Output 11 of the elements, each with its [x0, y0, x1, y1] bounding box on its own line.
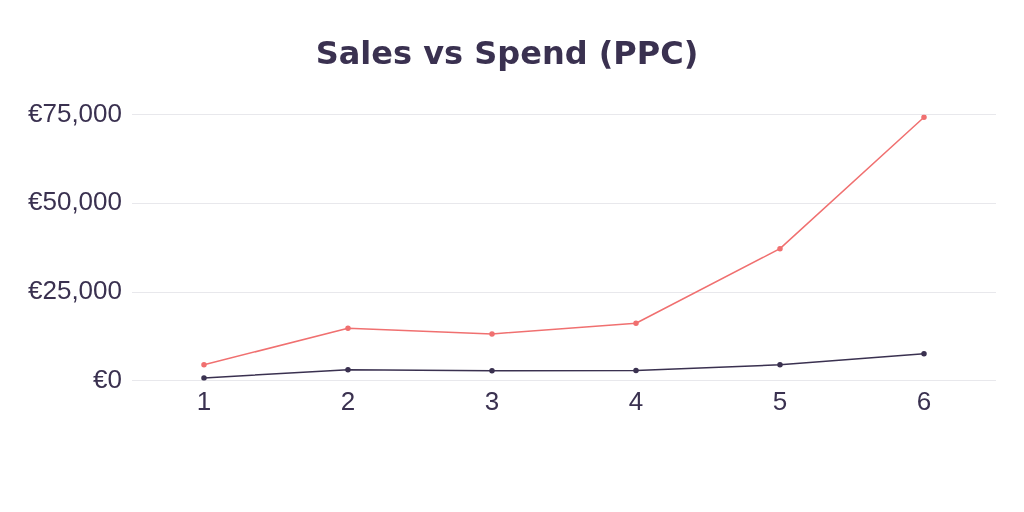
x-tick-label: 2 — [340, 385, 356, 416]
x-tick-label: 5 — [772, 385, 788, 416]
y-tick-label: €75,000 — [28, 97, 122, 128]
x-tick-label: 6 — [916, 385, 932, 416]
x-tick-label: 1 — [196, 385, 212, 416]
x-tick-label: 4 — [628, 385, 644, 416]
y-tick-label: €50,000 — [28, 186, 122, 217]
chart-title: Sales vs Spend (PPC) — [315, 33, 699, 72]
y-tick-label: €25,000 — [28, 275, 122, 306]
x-tick-label: 3 — [484, 385, 500, 416]
y-tick-label: €0 — [93, 363, 122, 394]
